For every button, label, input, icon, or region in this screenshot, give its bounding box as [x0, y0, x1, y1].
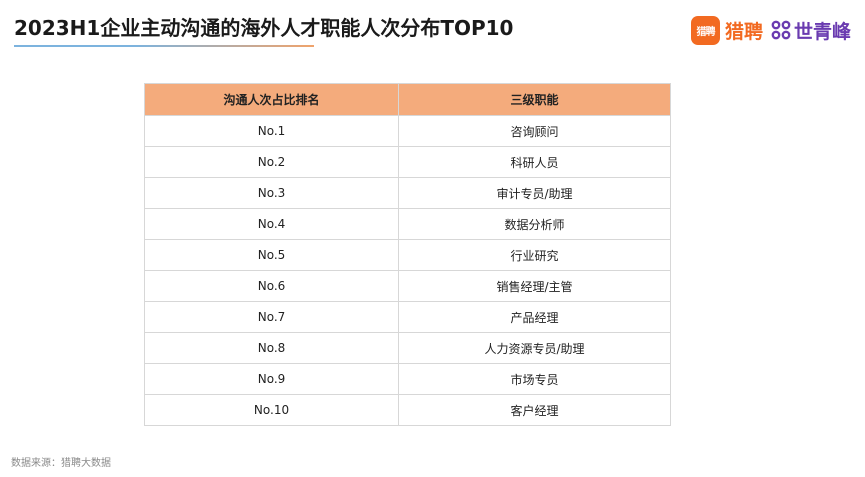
function-cell: 产品经理: [398, 301, 671, 333]
table-row: No.8 人力资源专员/助理: [144, 332, 671, 364]
rank-cell: No.3: [144, 177, 399, 209]
rank-cell: No.8: [144, 332, 399, 364]
data-source-note: 数据来源：猎聘大数据: [11, 458, 111, 469]
rank-cell: No.1: [144, 115, 399, 147]
function-cell: 咨询顾问: [398, 115, 671, 147]
column-header-function: 三级职能: [398, 83, 671, 116]
function-cell: 审计专员/助理: [398, 177, 671, 209]
sqf-logo-icon: [771, 20, 791, 40]
table-row: No.5 行业研究: [144, 239, 671, 271]
function-cell: 数据分析师: [398, 208, 671, 240]
table-row: No.7 产品经理: [144, 301, 671, 333]
liepin-badge-text: 猎聘: [696, 26, 715, 38]
table-row: No.3 审计专员/助理: [144, 177, 671, 209]
table-row: No.4 数据分析师: [144, 208, 671, 240]
table-row: No.6 销售经理/主管: [144, 270, 671, 302]
rank-cell: No.9: [144, 363, 399, 395]
function-cell: 销售经理/主管: [398, 270, 671, 302]
function-cell: 市场专员: [398, 363, 671, 395]
table-row: No.9 市场专员: [144, 363, 671, 395]
title-underline: [14, 45, 314, 47]
sqf-logo-text: 世青峰: [793, 20, 851, 43]
rank-cell: No.10: [144, 394, 399, 426]
table-row: No.2 科研人员: [144, 146, 671, 178]
rank-cell: No.5: [144, 239, 399, 271]
ranking-table: 沟通人次占比排名 三级职能 No.1 咨询顾问 No.2 科研人员 No.3 审…: [144, 83, 671, 426]
brand-logos: 猎聘 猎聘 世青峰: [690, 12, 851, 48]
liepin-logo-text: 猎聘: [724, 20, 763, 43]
rank-cell: No.2: [144, 146, 399, 178]
table-row: No.10 客户经理: [144, 394, 671, 426]
page-title: 2023H1企业主动沟通的海外人才职能人次分布TOP10: [14, 16, 514, 40]
column-header-rank: 沟通人次占比排名: [144, 83, 399, 116]
rank-cell: No.7: [144, 301, 399, 333]
liepin-logo-icon: 猎聘: [690, 15, 720, 45]
rank-cell: No.4: [144, 208, 399, 240]
function-cell: 人力资源专员/助理: [398, 332, 671, 364]
function-cell: 客户经理: [398, 394, 671, 426]
rank-cell: No.6: [144, 270, 399, 302]
table-row: No.1 咨询顾问: [144, 115, 671, 147]
function-cell: 科研人员: [398, 146, 671, 178]
function-cell: 行业研究: [398, 239, 671, 271]
table-header-row: 沟通人次占比排名 三级职能: [144, 83, 671, 116]
